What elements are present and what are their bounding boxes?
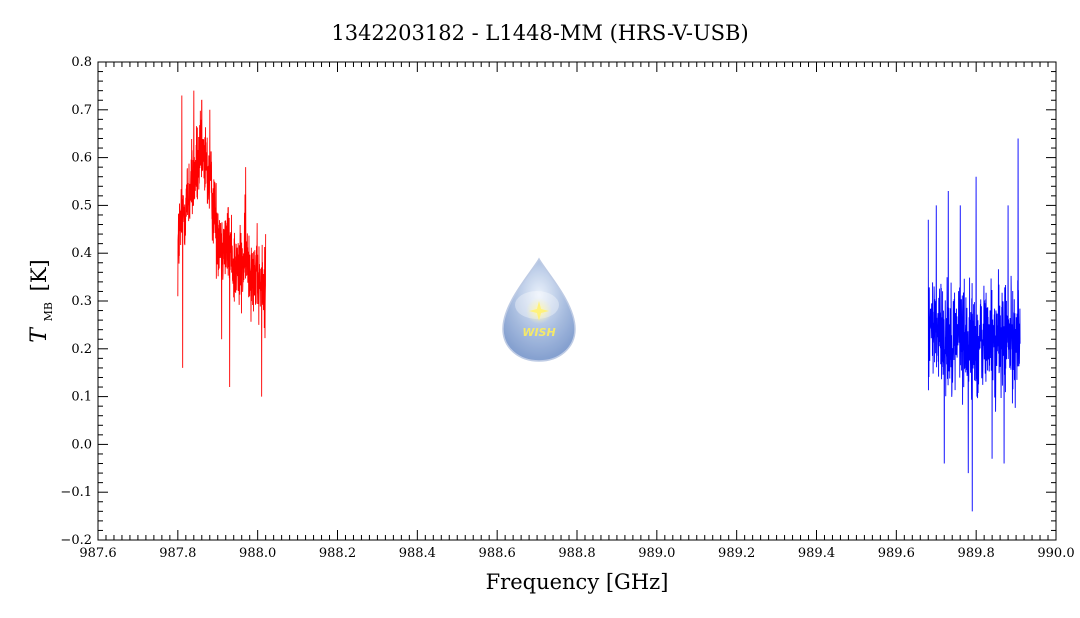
- y-axis-title-main: T: [27, 326, 52, 343]
- x-axis-title: Frequency [GHz]: [486, 570, 669, 594]
- x-tick-label: 988.0: [239, 546, 276, 561]
- y-tick-label: 0.8: [71, 55, 92, 70]
- y-tick-label: 0.1: [71, 390, 92, 405]
- spectrum-series-2: [927, 138, 1021, 512]
- y-axis-title-unit: [K]: [27, 259, 51, 291]
- y-tick-label: 0.5: [71, 198, 92, 213]
- y-tick-label: 0.4: [71, 246, 92, 261]
- y-axis-ticks: −0.2 −0.1 0.0 0.1 0.2 0.3 0.4 0.5 0.6 0.7 0.8: [60, 55, 1056, 548]
- x-tick-label: 989.8: [958, 546, 995, 561]
- x-tick-label: 989.4: [798, 546, 835, 561]
- x-tick-label: 988.6: [479, 546, 516, 561]
- x-tick-label: 988.8: [558, 546, 595, 561]
- x-axis-ticks: 987.6 987.8 988.0 988.2 988.4 988.6 988.8 989.0…: [79, 62, 1075, 561]
- y-tick-label: 0.0: [71, 437, 92, 452]
- chart-title: 1342203182 - L1448-MM (HRS-V-USB): [331, 21, 748, 45]
- y-tick-label: 0.7: [71, 103, 92, 118]
- y-tick-label: 0.3: [71, 294, 92, 309]
- series-group: [177, 90, 1021, 512]
- y-tick-label: 0.6: [71, 151, 92, 166]
- x-tick-label: 989.6: [878, 546, 915, 561]
- x-tick-label: 989.2: [718, 546, 755, 561]
- x-tick-label: 988.2: [319, 546, 356, 561]
- x-tick-label: 987.8: [159, 546, 196, 561]
- y-tick-label: −0.1: [60, 485, 92, 500]
- y-axis-title: T MB [K]: [27, 259, 57, 343]
- x-tick-label: 988.4: [399, 546, 436, 561]
- y-tick-label: 0.2: [71, 342, 92, 357]
- spectrum-series-1: [177, 90, 267, 397]
- logo-text: WISH: [522, 326, 555, 339]
- x-tick-label: 989.0: [638, 546, 675, 561]
- x-tick-label: 987.6: [79, 546, 116, 561]
- y-tick-label: −0.2: [60, 533, 92, 548]
- svg-text:T MB [K]: T MB [K]: [27, 259, 57, 343]
- y-axis-title-sub: MB: [42, 302, 55, 321]
- star-icon: [529, 301, 549, 321]
- wish-logo: WISH: [502, 257, 576, 362]
- x-tick-label: 990.0: [1037, 546, 1074, 561]
